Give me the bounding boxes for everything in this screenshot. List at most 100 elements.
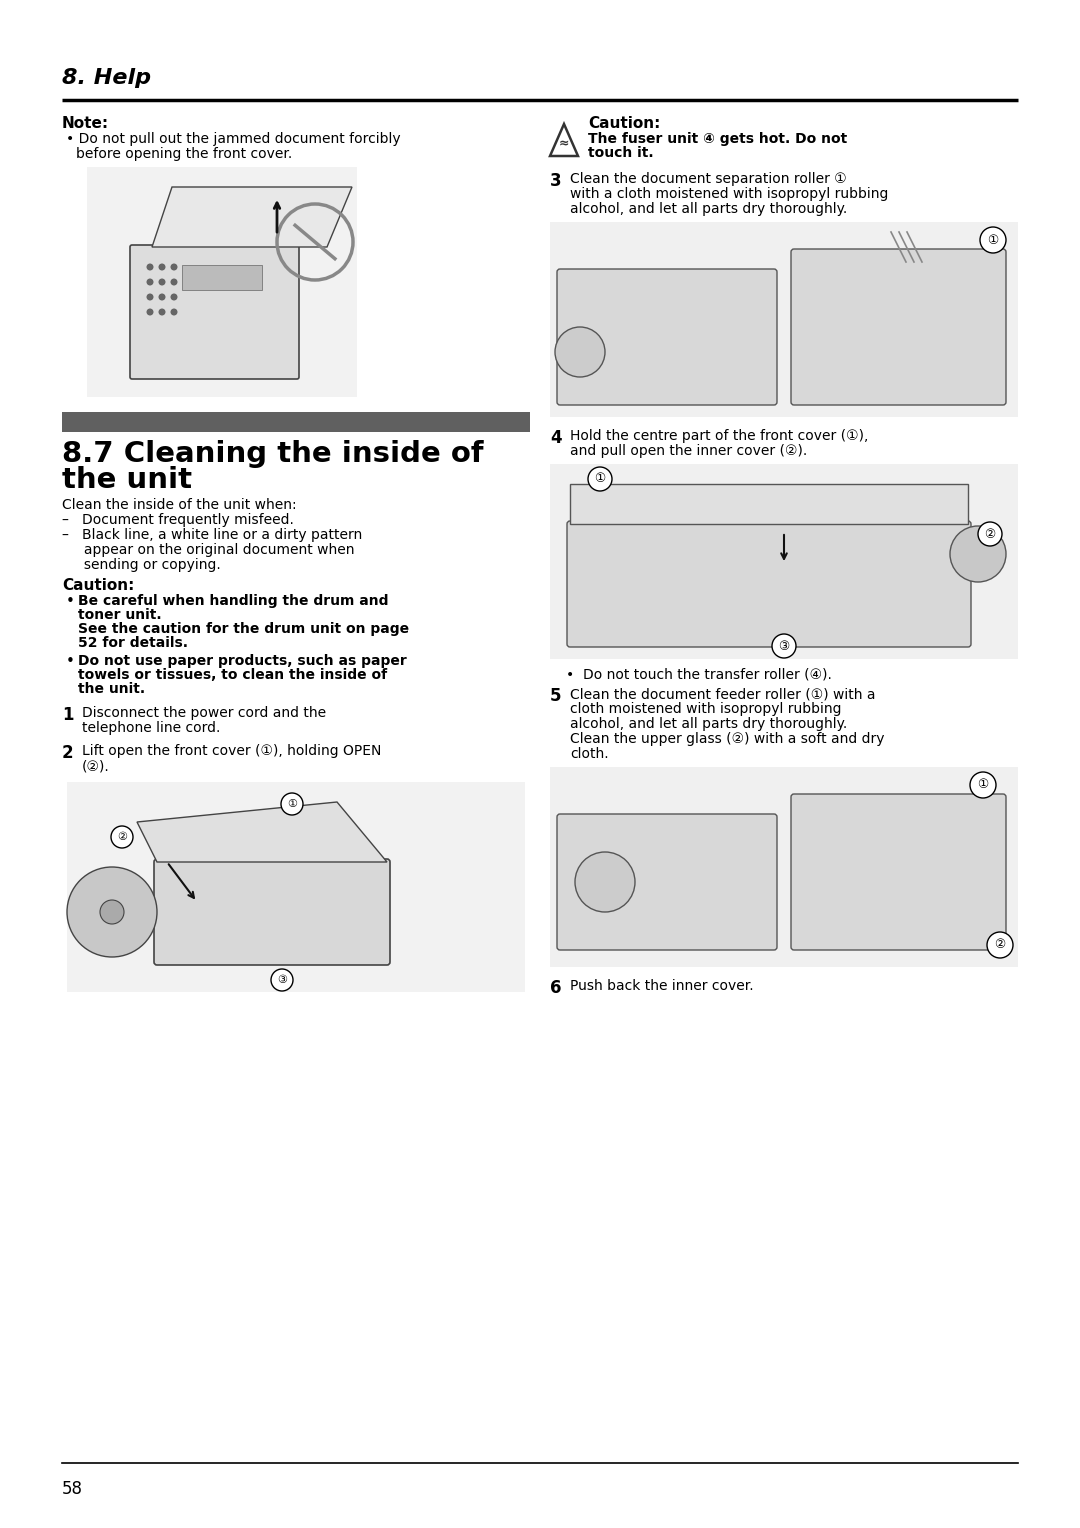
Text: Clean the document separation roller ①: Clean the document separation roller ① [570,173,847,186]
Text: (②).: (②). [82,759,110,773]
Text: –   Black line, a white line or a dirty pattern: – Black line, a white line or a dirty pa… [62,529,362,542]
Text: before opening the front cover.: before opening the front cover. [76,147,293,160]
FancyBboxPatch shape [567,521,971,646]
Text: 3: 3 [550,173,562,189]
Circle shape [271,969,293,992]
Text: ②: ② [984,527,996,541]
Text: and pull open the inner cover (②).: and pull open the inner cover (②). [570,445,807,458]
Circle shape [159,309,165,315]
Circle shape [159,263,165,270]
Circle shape [147,263,153,270]
Text: touch it.: touch it. [588,147,653,160]
Circle shape [980,228,1005,254]
Circle shape [159,293,165,301]
Text: appear on the original document when: appear on the original document when [62,542,354,558]
Text: Do not use paper products, such as paper: Do not use paper products, such as paper [78,654,407,668]
Text: ≈: ≈ [558,138,569,150]
Text: Caution:: Caution: [62,578,134,593]
Text: ③: ③ [779,640,789,652]
Text: Clean the document feeder roller (①) with a: Clean the document feeder roller (①) wit… [570,688,876,701]
Text: alcohol, and let all parts dry thoroughly.: alcohol, and let all parts dry thoroughl… [570,717,847,730]
Polygon shape [570,484,968,524]
Circle shape [171,293,177,301]
Text: The fuser unit ④ gets hot. Do not: The fuser unit ④ gets hot. Do not [588,131,847,147]
Text: 1: 1 [62,706,73,724]
Text: the unit.: the unit. [78,681,145,695]
Bar [183,264,262,290]
Circle shape [950,526,1005,582]
Text: towels or tissues, to clean the inside of: towels or tissues, to clean the inside o… [78,668,387,681]
Text: 8. Help: 8. Help [62,69,151,89]
Text: 4: 4 [550,429,562,448]
Text: sending or copying.: sending or copying. [62,558,220,571]
Text: cloth.: cloth. [570,747,609,761]
Text: •: • [66,594,75,610]
Text: 5: 5 [550,688,562,704]
Circle shape [970,772,996,798]
Polygon shape [550,124,578,156]
Text: ①: ① [977,778,988,792]
Bar [550,222,1018,417]
FancyBboxPatch shape [791,249,1005,405]
Text: 58: 58 [62,1481,83,1497]
Circle shape [281,793,303,814]
Bar [87,167,357,397]
Text: Clean the upper glass (②) with a soft and dry: Clean the upper glass (②) with a soft an… [570,732,885,746]
Text: ①: ① [987,234,999,246]
Text: ①: ① [594,472,606,486]
Circle shape [171,309,177,315]
FancyBboxPatch shape [557,269,777,405]
Text: 6: 6 [550,979,562,996]
Text: •  Do not touch the transfer roller (④).: • Do not touch the transfer roller (④). [566,668,832,681]
Text: ②: ② [117,833,127,842]
Polygon shape [152,186,352,248]
Text: •: • [66,654,75,669]
Text: 52 for details.: 52 for details. [78,636,188,649]
Bar [550,767,1018,967]
Text: See the caution for the drum unit on page: See the caution for the drum unit on pag… [78,622,409,636]
Text: alcohol, and let all parts dry thoroughly.: alcohol, and let all parts dry thoroughl… [570,202,847,215]
Circle shape [555,327,605,377]
Text: with a cloth moistened with isopropyl rubbing: with a cloth moistened with isopropyl ru… [570,186,889,202]
Text: cloth moistened with isopropyl rubbing: cloth moistened with isopropyl rubbing [570,701,841,717]
Circle shape [978,523,1002,545]
Circle shape [147,278,153,286]
Text: ②: ② [995,938,1005,952]
Circle shape [67,866,157,957]
Text: Disconnect the power cord and the: Disconnect the power cord and the [82,706,326,720]
Text: telephone line cord.: telephone line cord. [82,721,220,735]
Text: Clean the inside of the unit when:: Clean the inside of the unit when: [62,498,297,512]
Text: the unit: the unit [62,466,192,494]
Circle shape [987,932,1013,958]
Text: Hold the centre part of the front cover (①),: Hold the centre part of the front cover … [570,429,868,443]
FancyBboxPatch shape [557,814,777,950]
Text: Be careful when handling the drum and: Be careful when handling the drum and [78,594,389,608]
Circle shape [111,827,133,848]
Text: ①: ① [287,799,297,808]
Circle shape [147,309,153,315]
Text: Push back the inner cover.: Push back the inner cover. [570,979,754,993]
Text: toner unit.: toner unit. [78,608,162,622]
Text: 2: 2 [62,744,73,762]
FancyBboxPatch shape [154,859,390,966]
Bar [550,465,1018,659]
Circle shape [575,853,635,912]
Circle shape [772,634,796,659]
Text: ③: ③ [276,975,287,986]
Circle shape [147,293,153,301]
Bar [62,413,530,432]
FancyBboxPatch shape [791,795,1005,950]
Text: • Do not pull out the jammed document forcibly: • Do not pull out the jammed document fo… [66,131,401,147]
FancyBboxPatch shape [130,244,299,379]
Text: Note:: Note: [62,116,109,131]
Circle shape [100,900,124,924]
Text: Lift open the front cover (①), holding OPEN: Lift open the front cover (①), holding O… [82,744,381,758]
Polygon shape [137,802,387,862]
Circle shape [171,263,177,270]
Circle shape [588,468,612,490]
Text: 8.7 Cleaning the inside of: 8.7 Cleaning the inside of [62,440,484,468]
Circle shape [171,278,177,286]
Bar [67,782,525,992]
Text: –   Document frequently misfeed.: – Document frequently misfeed. [62,513,294,527]
Circle shape [159,278,165,286]
